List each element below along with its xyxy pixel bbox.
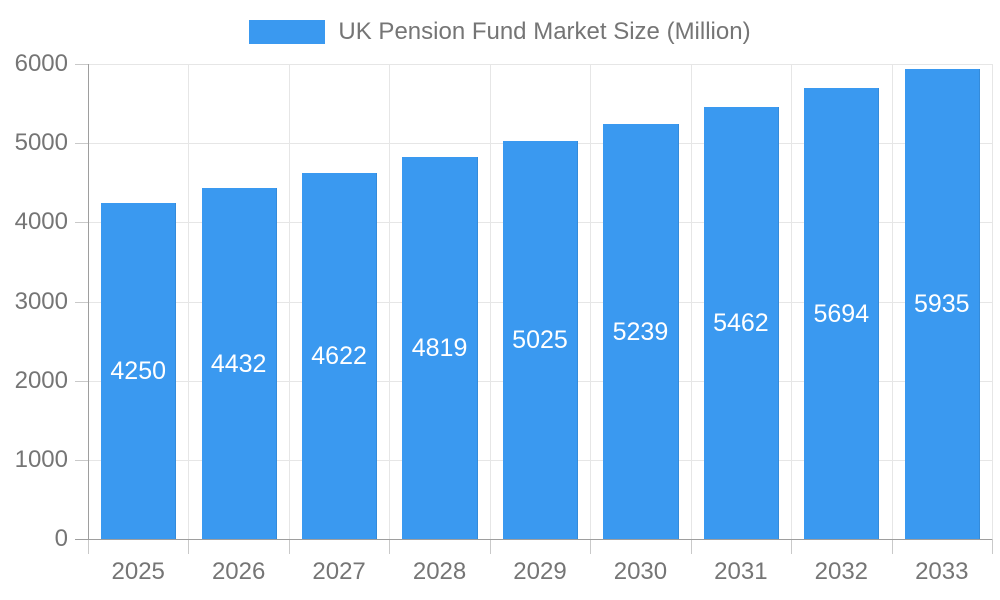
- horizontal-gridline: [88, 64, 992, 65]
- bar-value-label: 5239: [612, 317, 669, 346]
- bar-value-label: 5935: [913, 290, 970, 319]
- bar[interactable]: [502, 141, 579, 539]
- y-axis-tick: [75, 380, 88, 382]
- x-axis-label: 2025: [111, 558, 165, 585]
- bar[interactable]: [101, 202, 177, 539]
- x-axis-label: 2032: [814, 558, 869, 585]
- x-axis-tick: [489, 539, 491, 554]
- bar-value-label: 5694: [813, 299, 870, 328]
- vertical-gridline: [489, 64, 491, 539]
- x-axis-label: 2028: [412, 558, 467, 585]
- vertical-gridline: [590, 64, 592, 539]
- bar[interactable]: [703, 106, 780, 539]
- bar-value-label: 4622: [311, 342, 367, 371]
- x-axis-label: 2027: [312, 558, 366, 585]
- x-axis-tick: [992, 539, 993, 554]
- x-axis-tick: [389, 539, 391, 554]
- vertical-gridline: [188, 64, 190, 539]
- x-axis-tick: [690, 539, 692, 554]
- bar[interactable]: [301, 173, 378, 539]
- vertical-gridline: [389, 64, 391, 539]
- y-axis-label: 0: [54, 525, 68, 552]
- y-axis-tick: [75, 459, 88, 461]
- y-axis-label: 3000: [14, 287, 68, 315]
- legend[interactable]: UK Pension Fund Market Size (Million): [0, 18, 1000, 46]
- y-axis-tick: [75, 64, 88, 65]
- x-axis-tick: [188, 539, 190, 554]
- y-axis-label: 5000: [14, 129, 68, 157]
- vertical-gridline: [891, 64, 893, 539]
- x-axis-label: 2031: [714, 558, 768, 585]
- legend-label: UK Pension Fund Market Size (Million): [338, 18, 751, 45]
- y-axis-label: 2000: [14, 366, 68, 394]
- x-axis-label: 2026: [211, 558, 266, 585]
- y-axis-line: [88, 64, 89, 540]
- x-axis-tick: [288, 539, 290, 554]
- x-axis-label: 2030: [613, 558, 668, 585]
- y-axis-tick: [75, 301, 88, 303]
- x-axis-label: 2029: [513, 558, 567, 585]
- bar-value-label: 4432: [210, 349, 267, 378]
- legend-swatch: [249, 20, 326, 44]
- bar[interactable]: [904, 69, 980, 539]
- x-axis-tick: [891, 539, 893, 554]
- vertical-gridline: [791, 64, 793, 539]
- y-axis-tick: [75, 143, 88, 145]
- vertical-gridline: [690, 64, 692, 539]
- vertical-gridline: [992, 64, 993, 539]
- vertical-gridline: [288, 64, 290, 539]
- y-axis-label: 1000: [14, 445, 68, 473]
- bar-value-label: 4250: [110, 356, 167, 385]
- y-axis-label: 6000: [14, 50, 68, 77]
- bar[interactable]: [804, 88, 880, 539]
- y-axis-label: 4000: [14, 208, 68, 236]
- y-axis-tick: [75, 222, 88, 224]
- x-axis-tick: [590, 539, 592, 554]
- bar-value-label: 5462: [713, 308, 769, 337]
- x-axis-tick: [88, 539, 89, 554]
- bar[interactable]: [603, 124, 679, 539]
- x-axis-tick: [791, 539, 793, 554]
- bar-value-label: 5025: [512, 326, 568, 355]
- x-axis-label: 2033: [915, 558, 969, 585]
- bar-value-label: 4819: [411, 334, 468, 363]
- x-axis-line: [75, 539, 992, 540]
- bar[interactable]: [201, 188, 277, 539]
- bar[interactable]: [402, 157, 478, 539]
